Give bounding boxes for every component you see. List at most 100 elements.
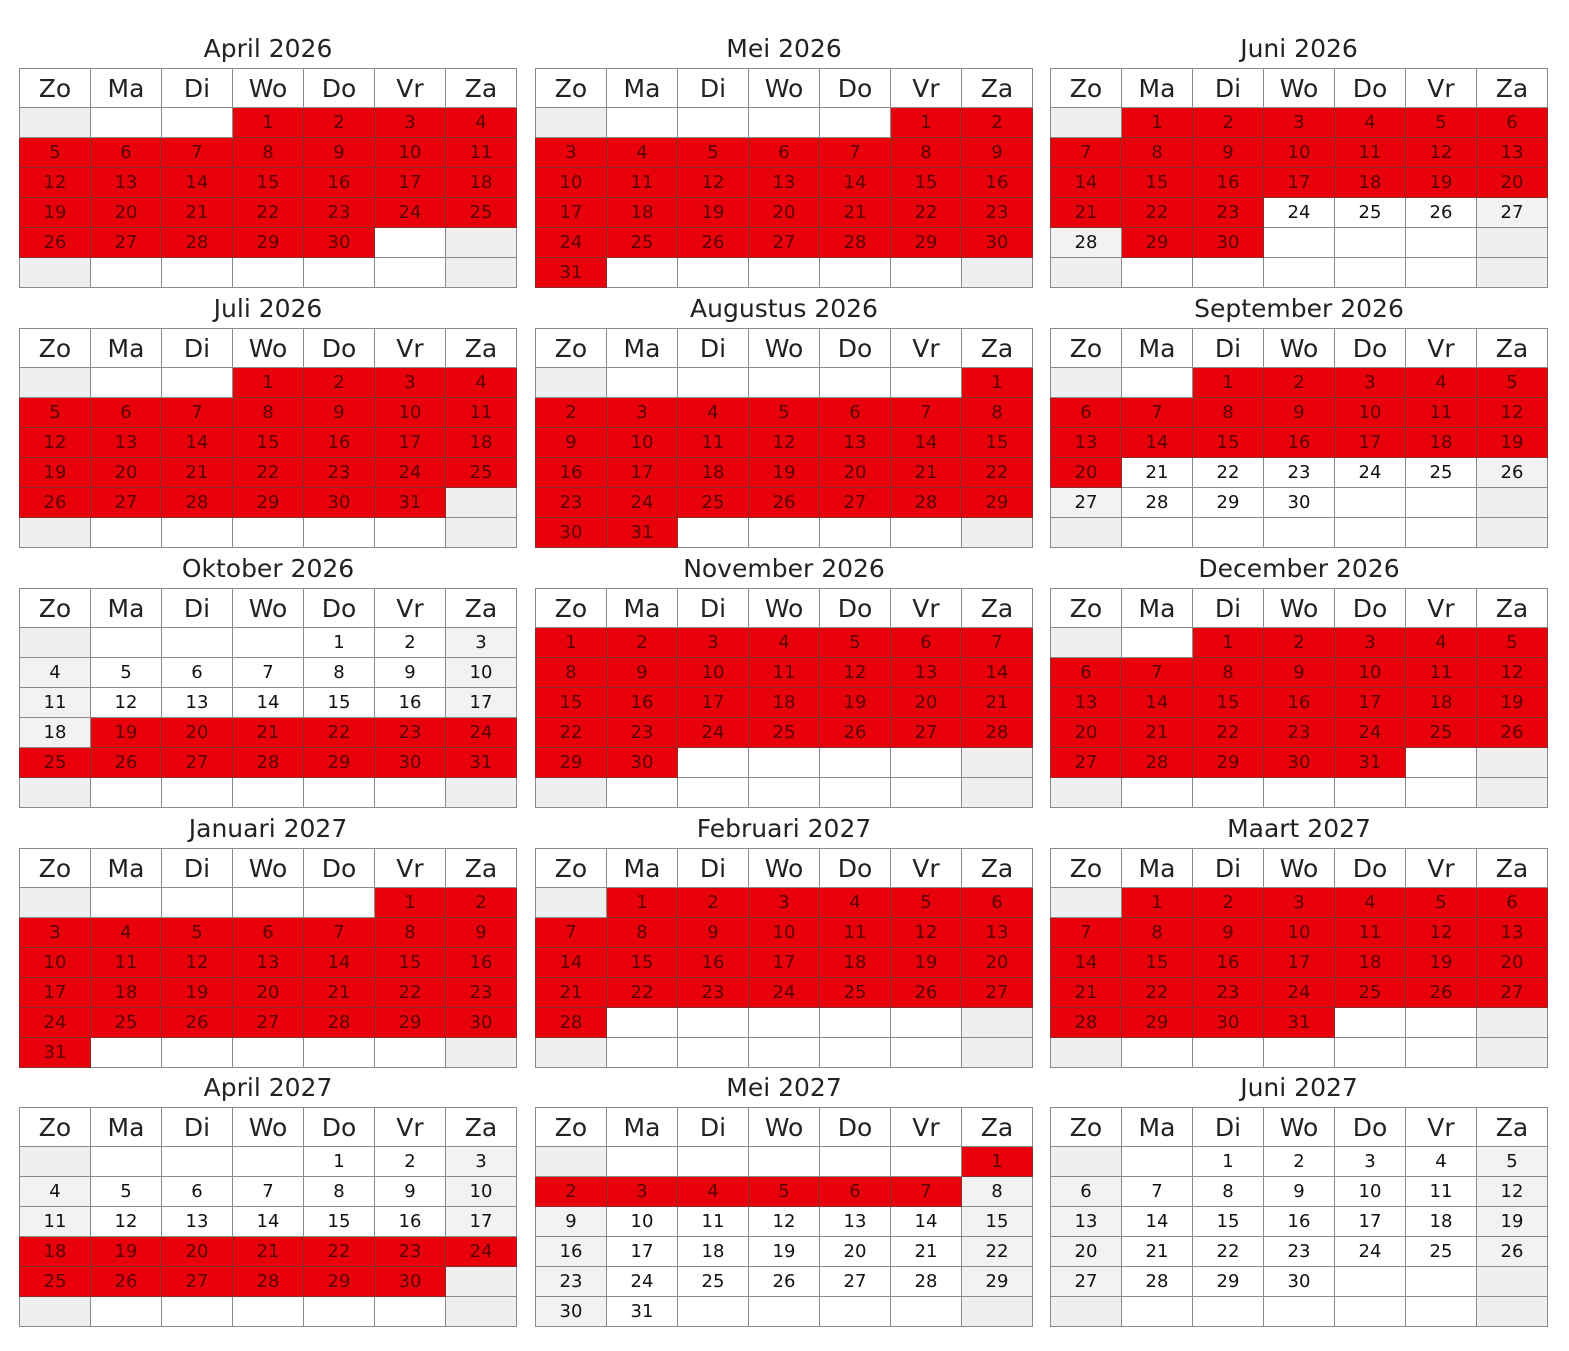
day-cell-booked[interactable]: 17 [19,977,91,1008]
day-cell-booked[interactable]: 7 [890,1176,962,1207]
day-cell-available[interactable]: 18 [677,1236,749,1267]
day-cell-available[interactable]: 19 [1476,1206,1548,1237]
day-cell-booked[interactable]: 20 [819,457,891,488]
day-cell-booked[interactable]: 28 [161,487,233,518]
day-cell-booked[interactable]: 1 [1121,887,1193,918]
day-cell-booked[interactable]: 13 [819,427,891,458]
day-cell-booked[interactable]: 16 [961,167,1033,198]
day-cell-available[interactable]: 16 [535,1236,607,1267]
day-cell-booked[interactable]: 6 [1050,657,1122,688]
day-cell-booked[interactable]: 3 [374,107,446,138]
day-cell-booked[interactable]: 24 [1263,977,1335,1008]
day-cell-booked[interactable]: 27 [161,747,233,778]
day-cell-available[interactable]: 27 [1476,197,1548,228]
day-cell-available[interactable]: 5 [90,1176,162,1207]
day-cell-booked[interactable]: 7 [1050,917,1122,948]
day-cell-booked[interactable]: 28 [1050,1007,1122,1038]
day-cell-available[interactable]: 28 [1121,487,1193,518]
day-cell-booked[interactable]: 20 [232,977,304,1008]
day-cell-available[interactable]: 26 [1476,457,1548,488]
day-cell-booked[interactable]: 18 [748,687,820,718]
day-cell-booked[interactable]: 8 [1121,137,1193,168]
day-cell-booked[interactable]: 9 [535,427,607,458]
day-cell-booked[interactable]: 18 [90,977,162,1008]
day-cell-booked[interactable]: 30 [535,517,607,548]
day-cell-booked[interactable]: 19 [748,457,820,488]
day-cell-booked[interactable]: 15 [1192,687,1264,718]
day-cell-booked[interactable]: 26 [890,977,962,1008]
day-cell-booked[interactable]: 23 [445,977,517,1008]
day-cell-booked[interactable]: 4 [819,887,891,918]
day-cell-booked[interactable]: 17 [606,457,678,488]
day-cell-booked[interactable]: 5 [1476,627,1548,658]
day-cell-booked[interactable]: 7 [819,137,891,168]
day-cell-available[interactable]: 6 [161,657,233,688]
day-cell-booked[interactable]: 25 [1405,717,1477,748]
day-cell-available[interactable]: 6 [1050,1176,1122,1207]
day-cell-booked[interactable]: 20 [161,717,233,748]
day-cell-available[interactable]: 7 [232,1176,304,1207]
day-cell-available[interactable]: 21 [890,1236,962,1267]
day-cell-available[interactable]: 24 [1263,197,1335,228]
day-cell-booked[interactable]: 25 [748,717,820,748]
day-cell-booked[interactable]: 22 [303,1236,375,1267]
day-cell-booked[interactable]: 23 [303,197,375,228]
day-cell-booked[interactable]: 9 [303,397,375,428]
day-cell-available[interactable]: 20 [1050,1236,1122,1267]
day-cell-booked[interactable]: 13 [1476,917,1548,948]
day-cell-booked[interactable]: 29 [535,747,607,778]
day-cell-available[interactable]: 28 [1121,1266,1193,1297]
day-cell-booked[interactable]: 10 [677,657,749,688]
day-cell-booked[interactable]: 1 [374,887,446,918]
day-cell-booked[interactable]: 18 [1334,947,1406,978]
day-cell-booked[interactable]: 9 [303,137,375,168]
day-cell-booked[interactable]: 4 [748,627,820,658]
day-cell-booked[interactable]: 19 [819,687,891,718]
day-cell-booked[interactable]: 22 [232,457,304,488]
day-cell-available[interactable]: 15 [961,1206,1033,1237]
day-cell-booked[interactable]: 8 [1192,657,1264,688]
day-cell-booked[interactable]: 3 [535,137,607,168]
day-cell-booked[interactable]: 5 [1405,887,1477,918]
day-cell-booked[interactable]: 19 [90,1236,162,1267]
day-cell-available[interactable]: 22 [1192,1236,1264,1267]
day-cell-booked[interactable]: 14 [161,427,233,458]
day-cell-available[interactable]: 25 [1405,1236,1477,1267]
day-cell-booked[interactable]: 25 [677,487,749,518]
day-cell-booked[interactable]: 13 [961,917,1033,948]
day-cell-booked[interactable]: 21 [161,457,233,488]
day-cell-booked[interactable]: 1 [890,107,962,138]
day-cell-booked[interactable]: 12 [819,657,891,688]
day-cell-booked[interactable]: 28 [961,717,1033,748]
day-cell-available[interactable]: 11 [1405,1176,1477,1207]
day-cell-booked[interactable]: 4 [1334,887,1406,918]
day-cell-booked[interactable]: 5 [677,137,749,168]
day-cell-booked[interactable]: 26 [748,487,820,518]
day-cell-booked[interactable]: 12 [890,917,962,948]
day-cell-booked[interactable]: 19 [161,977,233,1008]
day-cell-available[interactable]: 10 [1334,1176,1406,1207]
day-cell-booked[interactable]: 19 [19,197,91,228]
day-cell-booked[interactable]: 30 [1192,227,1264,258]
day-cell-booked[interactable]: 26 [90,747,162,778]
day-cell-available[interactable]: 23 [1263,457,1335,488]
day-cell-available[interactable]: 3 [1334,1146,1406,1177]
day-cell-booked[interactable]: 31 [445,747,517,778]
day-cell-available[interactable]: 15 [1192,1206,1264,1237]
day-cell-booked[interactable]: 30 [303,227,375,258]
day-cell-booked[interactable]: 2 [535,1176,607,1207]
day-cell-booked[interactable]: 29 [303,747,375,778]
day-cell-booked[interactable]: 22 [535,717,607,748]
day-cell-available[interactable]: 14 [890,1206,962,1237]
day-cell-booked[interactable]: 9 [1263,657,1335,688]
day-cell-available[interactable]: 13 [161,687,233,718]
day-cell-booked[interactable]: 4 [1334,107,1406,138]
day-cell-booked[interactable]: 31 [1263,1007,1335,1038]
day-cell-booked[interactable]: 13 [1050,427,1122,458]
day-cell-booked[interactable]: 14 [819,167,891,198]
day-cell-available[interactable]: 14 [232,687,304,718]
day-cell-available[interactable]: 17 [445,687,517,718]
day-cell-booked[interactable]: 10 [1334,657,1406,688]
day-cell-booked[interactable]: 14 [961,657,1033,688]
day-cell-booked[interactable]: 17 [748,947,820,978]
